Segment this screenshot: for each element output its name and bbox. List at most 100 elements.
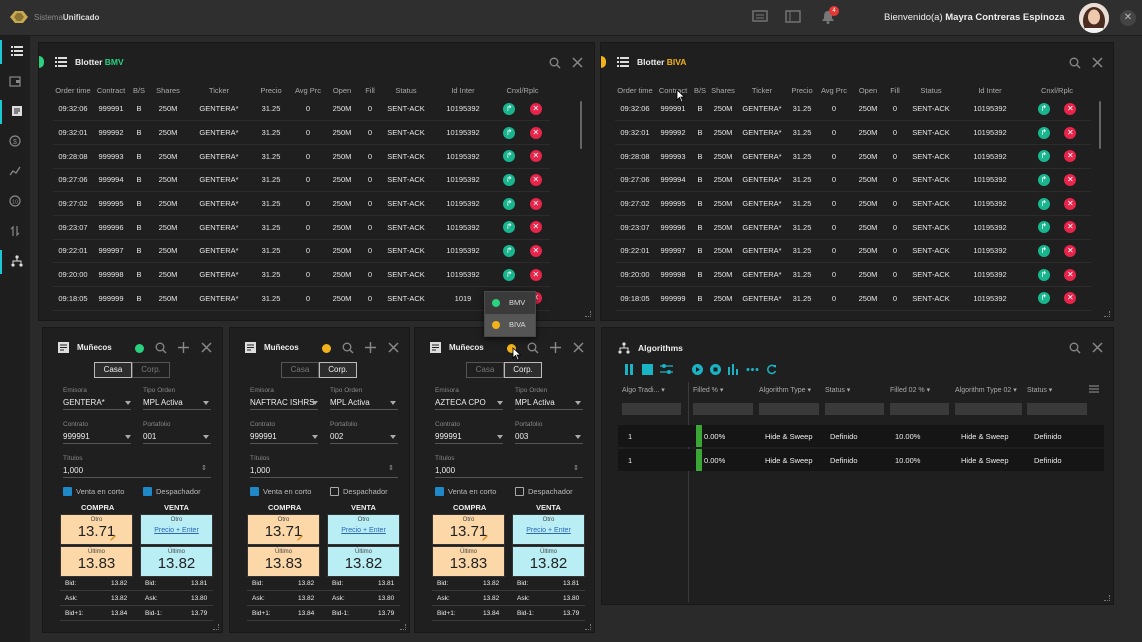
column-header[interactable]: Filled % ▾ xyxy=(693,387,724,394)
resize-handle[interactable] xyxy=(213,624,219,630)
cancel-icon[interactable]: ✕ xyxy=(1064,268,1077,281)
column-header[interactable]: Avg Prc xyxy=(820,85,848,95)
sidebar-item-currency[interactable]: $ xyxy=(0,130,30,154)
despachador-checkbox[interactable] xyxy=(330,487,339,496)
table-row[interactable]: 09:20:00 999998 B 250M GENTERA* 31.25 0 250M 0 SE… xyxy=(53,262,550,287)
replace-icon[interactable]: ↱ xyxy=(503,221,516,234)
column-header[interactable]: Filled 02 % ▾ xyxy=(890,387,931,394)
stepper-icon[interactable]: ⇕ xyxy=(388,465,394,472)
portafolio-select[interactable]: 002 xyxy=(330,432,344,441)
column-header[interactable]: Contract xyxy=(658,85,688,95)
column-header[interactable]: Shares xyxy=(156,85,180,95)
tipo-orden-select[interactable]: MPL Activa xyxy=(515,398,555,407)
search-icon[interactable] xyxy=(1069,342,1081,354)
search-icon[interactable] xyxy=(342,342,354,354)
add-icon[interactable] xyxy=(365,342,376,353)
emisora-select[interactable]: AZTECA CPO xyxy=(435,398,486,407)
replace-icon[interactable]: ↱ xyxy=(503,126,516,139)
replace-icon[interactable]: ↱ xyxy=(503,102,516,115)
bar-chart-icon[interactable] xyxy=(728,364,739,375)
cancel-icon[interactable]: ✕ xyxy=(529,197,542,210)
column-header[interactable]: Contract xyxy=(96,85,126,95)
close-icon[interactable] xyxy=(573,342,584,353)
dropdown-option-bmv[interactable]: BMV xyxy=(485,292,535,314)
buy-otro-box[interactable]: Otro 13.71 xyxy=(60,514,133,545)
cancel-icon[interactable]: ✕ xyxy=(529,268,542,281)
tipo-orden-select[interactable]: MPL Activa xyxy=(330,398,370,407)
table-row[interactable]: 09:22:01 999997 B 250M GENTERA* 31.25 0 250M 0 SE… xyxy=(615,239,1091,264)
stepper-icon[interactable]: ⇕ xyxy=(201,465,207,472)
buy-otro-box[interactable]: Otro 13.71 xyxy=(432,514,505,545)
column-header[interactable]: Order time xyxy=(617,85,653,95)
table-row[interactable]: 09:32:06 999991 B 250M GENTERA* 31.25 0 250M 0 SE… xyxy=(615,97,1091,122)
search-icon[interactable] xyxy=(1069,57,1081,69)
pencil-icon[interactable] xyxy=(296,534,304,542)
window-icon[interactable] xyxy=(785,10,801,24)
filter-input[interactable] xyxy=(1027,403,1087,415)
venta-corto-checkbox[interactable] xyxy=(250,487,259,496)
table-row[interactable]: 09:27:06 999994 B 250M GENTERA* 31.25 0 250M 0 SE… xyxy=(615,168,1091,193)
table-row[interactable]: 09:23:07 999996 B 250M GENTERA* 31.25 0 250M 0 SE… xyxy=(53,215,550,240)
settings-sliders-icon[interactable] xyxy=(660,364,673,375)
cancel-icon[interactable]: ✕ xyxy=(529,102,542,115)
add-icon[interactable] xyxy=(178,342,189,353)
buy-ultimo-box[interactable]: Último 13.83 xyxy=(60,546,133,577)
despachador-checkbox[interactable] xyxy=(515,487,524,496)
pencil-icon[interactable] xyxy=(481,534,489,542)
column-header[interactable]: Order time xyxy=(55,85,91,95)
portafolio-select[interactable]: 001 xyxy=(143,432,157,441)
close-icon[interactable] xyxy=(201,342,212,353)
column-header[interactable]: Id Inter xyxy=(451,85,475,95)
table-row[interactable]: 1 0.00% Hide & Sweep Definido 10.00% Hid… xyxy=(618,425,1104,447)
titulos-input[interactable]: 1,000 xyxy=(435,466,456,475)
sell-otro-box[interactable]: Otro Precio + Enter xyxy=(512,514,585,545)
sell-otro-box[interactable]: Otro Precio + Enter xyxy=(140,514,213,545)
table-row[interactable]: 09:32:01 999992 B 250M GENTERA* 31.25 0 250M 0 SE… xyxy=(615,120,1091,145)
column-header[interactable]: Status ▾ xyxy=(1027,387,1053,394)
sell-ultimo-box[interactable]: Último 13.82 xyxy=(327,546,400,577)
column-header[interactable]: Shares xyxy=(711,85,735,95)
price-enter-link[interactable]: Precio + Enter xyxy=(526,527,571,534)
column-header[interactable]: Open xyxy=(332,85,352,95)
table-row[interactable]: 09:18:05 999999 B 250M GENTERA* 31.25 0 250M 0 SE… xyxy=(615,286,1091,311)
search-icon[interactable] xyxy=(549,57,561,69)
column-header[interactable]: Id Inter xyxy=(978,85,1002,95)
replace-icon[interactable]: ↱ xyxy=(503,197,516,210)
close-icon[interactable] xyxy=(1092,57,1103,68)
column-header[interactable]: Status ▾ xyxy=(825,387,851,394)
replace-icon[interactable]: ↱ xyxy=(1037,197,1050,210)
emisora-select[interactable]: GENTERA* xyxy=(63,398,105,407)
column-header[interactable]: Algo Tradi... ▾ xyxy=(622,387,665,394)
column-header[interactable]: Fill xyxy=(890,85,900,95)
column-header[interactable]: Open xyxy=(858,85,878,95)
column-header[interactable]: B/S xyxy=(693,85,707,95)
sell-ultimo-box[interactable]: Último 13.82 xyxy=(512,546,585,577)
market-selector-dot[interactable] xyxy=(507,344,516,353)
market-selector-dot[interactable] xyxy=(322,344,331,353)
cancel-icon[interactable]: ✕ xyxy=(529,221,542,234)
filter-input[interactable] xyxy=(825,403,884,415)
casa-toggle[interactable]: Casa xyxy=(466,362,504,378)
sell-otro-box[interactable]: Otro Precio + Enter xyxy=(327,514,400,545)
cancel-icon[interactable]: ✕ xyxy=(1064,197,1077,210)
close-icon[interactable] xyxy=(388,342,399,353)
table-row[interactable]: 09:28:08 999993 B 250M GENTERA* 31.25 0 250M 0 SE… xyxy=(53,144,550,169)
stop-circle-icon[interactable] xyxy=(710,364,721,375)
casa-toggle[interactable]: Casa xyxy=(94,362,132,378)
corp-toggle[interactable]: Corp. xyxy=(132,362,170,378)
corp-toggle[interactable]: Corp. xyxy=(504,362,542,378)
column-header[interactable]: Precio xyxy=(260,85,282,95)
column-header[interactable]: Algorithm Type ▾ xyxy=(759,387,812,394)
close-icon[interactable] xyxy=(1092,342,1103,353)
resize-handle[interactable] xyxy=(585,624,591,630)
cancel-icon[interactable]: ✕ xyxy=(1064,221,1077,234)
replace-icon[interactable]: ↱ xyxy=(1037,292,1050,305)
filter-input[interactable] xyxy=(955,403,1022,415)
sell-ultimo-box[interactable]: Último 13.82 xyxy=(140,546,213,577)
despachador-checkbox[interactable] xyxy=(143,487,152,496)
sidebar-item-chart[interactable] xyxy=(0,160,30,184)
replace-icon[interactable]: ↱ xyxy=(503,244,516,257)
table-row[interactable]: 09:27:06 999994 B 250M GENTERA* 31.25 0 250M 0 SE… xyxy=(53,168,550,193)
resize-handle[interactable] xyxy=(1104,595,1110,601)
column-header[interactable]: Ticker xyxy=(751,85,773,95)
